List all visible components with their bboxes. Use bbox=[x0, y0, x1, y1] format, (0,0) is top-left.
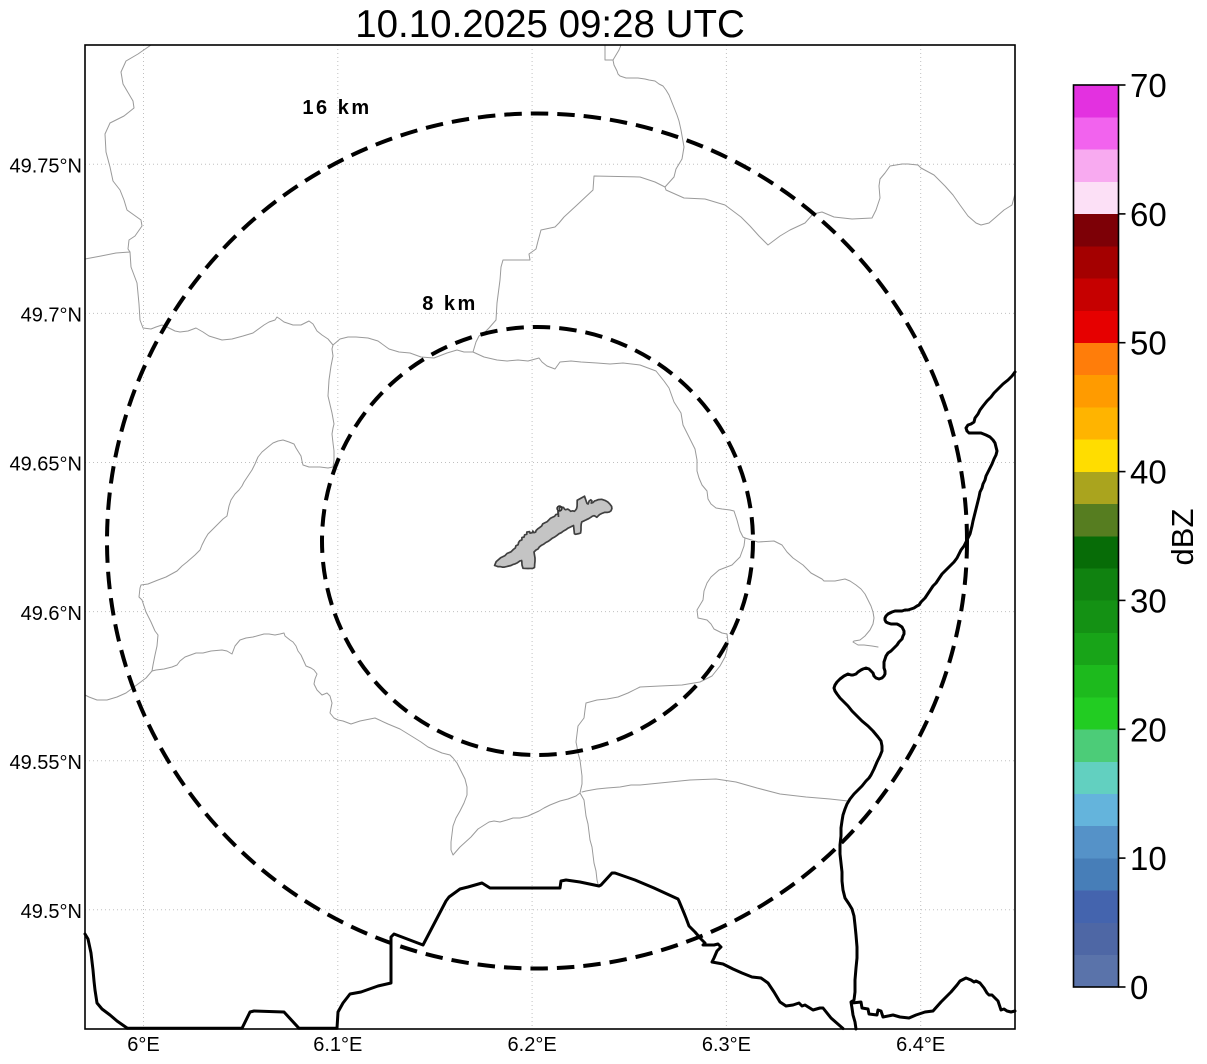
svg-text:60: 60 bbox=[1130, 196, 1167, 233]
svg-text:10: 10 bbox=[1130, 840, 1167, 877]
svg-text:6.2°E: 6.2°E bbox=[508, 1034, 557, 1056]
svg-text:49.65°N: 49.65°N bbox=[10, 454, 83, 476]
svg-text:49.55°N: 49.55°N bbox=[10, 752, 83, 774]
svg-text:50: 50 bbox=[1130, 325, 1167, 362]
svg-text:20: 20 bbox=[1130, 711, 1167, 748]
svg-text:8 km: 8 km bbox=[422, 293, 478, 315]
svg-text:49.6°N: 49.6°N bbox=[21, 603, 82, 625]
svg-text:10.10.2025 09:28 UTC: 10.10.2025 09:28 UTC bbox=[355, 3, 745, 46]
svg-text:30: 30 bbox=[1130, 582, 1167, 619]
svg-text:70: 70 bbox=[1130, 67, 1167, 104]
svg-text:6.4°E: 6.4°E bbox=[896, 1034, 945, 1056]
svg-text:40: 40 bbox=[1130, 454, 1167, 491]
svg-text:49.5°N: 49.5°N bbox=[21, 901, 82, 923]
svg-text:6°E: 6°E bbox=[127, 1034, 159, 1056]
svg-text:0: 0 bbox=[1130, 969, 1148, 1006]
svg-text:49.75°N: 49.75°N bbox=[10, 156, 83, 178]
svg-text:6.3°E: 6.3°E bbox=[702, 1034, 751, 1056]
svg-text:dBZ: dBZ bbox=[1165, 509, 1200, 566]
svg-text:49.7°N: 49.7°N bbox=[21, 305, 82, 327]
svg-text:16 km: 16 km bbox=[302, 97, 371, 119]
svg-text:6.1°E: 6.1°E bbox=[313, 1034, 362, 1056]
